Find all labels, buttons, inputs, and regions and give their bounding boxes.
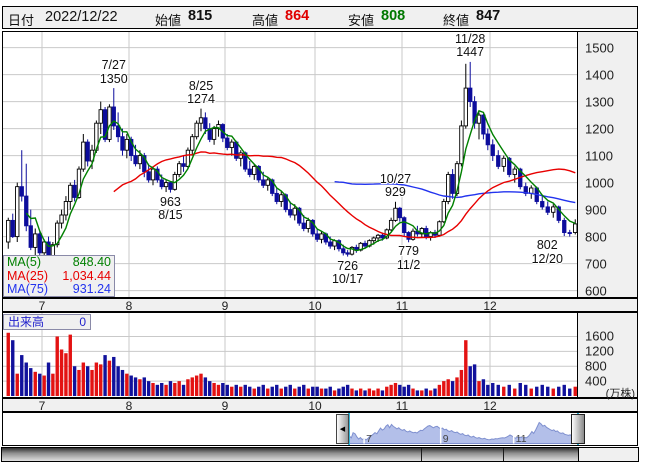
ma5-row: MA(5) 848.40 — [7, 255, 111, 270]
scrollbar-right-filler — [579, 447, 639, 462]
price-tick-label: 1100 — [585, 148, 613, 164]
month-tick-label: 7 — [38, 299, 46, 313]
month-tick-label: 8 — [125, 299, 133, 313]
high-value: 864 — [285, 8, 310, 24]
close-value: 847 — [476, 8, 501, 24]
chart-annotation: 8/25 1274 — [187, 78, 215, 107]
ma75-value: 931.24 — [72, 282, 111, 296]
price-tick-label: 1200 — [585, 121, 614, 137]
month-strip-price — [2, 298, 638, 312]
ma5-value: 848.40 — [72, 255, 111, 269]
navigator-range-start-marker — [348, 413, 350, 445]
volume-chart-frame — [2, 312, 638, 398]
price-chart-frame — [2, 31, 638, 298]
price-tick-label: 900 — [585, 202, 607, 218]
open-value: 815 — [188, 8, 213, 24]
volume-tick-label: 400 — [585, 373, 607, 389]
month-strip-volume — [2, 398, 638, 412]
header-bar — [2, 6, 638, 29]
date-value: 2022/12/22 — [45, 9, 118, 25]
volume-readout-label: 出来高 — [8, 315, 45, 329]
price-tick-label: 700 — [585, 256, 607, 272]
volume-axis-panel — [577, 312, 638, 398]
chart-annotation: 726 10/17 — [331, 258, 364, 287]
month-tick-label: 7 — [38, 399, 46, 413]
month-tick-label: 10 — [308, 399, 322, 413]
price-tick-label: 1000 — [585, 175, 614, 191]
close-label: 終値 — [443, 13, 470, 28]
month-tick-label: 10 — [308, 299, 322, 313]
price-axis-panel — [577, 31, 638, 298]
month-tick-label: 9 — [221, 399, 229, 413]
navigator-month-label: 7 — [366, 433, 372, 445]
low-label: 安値 — [348, 13, 375, 28]
volume-tick-label: 1200 — [585, 343, 614, 359]
navigator-scroll-left-button[interactable]: ◀ — [336, 414, 349, 444]
ma25-value: 1,034.44 — [62, 268, 111, 283]
volume-unit-label: (万株) — [605, 388, 635, 400]
chart-annotation: 802 12/20 — [531, 238, 563, 266]
ma-legend: MA(5) 848.40 MA(25) 1,034.44 MA(75) 931.… — [3, 255, 115, 297]
month-tick-label: 12 — [483, 299, 497, 313]
month-tick-label: 11 — [395, 299, 409, 313]
month-tick-label: 9 — [221, 299, 229, 313]
ma25-row: MA(25) 1,034.44 — [7, 268, 111, 284]
price-axis-divider — [577, 31, 578, 298]
month-tick-label: 12 — [483, 399, 497, 413]
month-tick-label: 11 — [395, 399, 409, 413]
ma25-label: MA(25) — [7, 268, 48, 283]
open-label: 始値 — [155, 13, 182, 28]
volume-axis-divider — [577, 312, 578, 398]
horizontal-scrollbar[interactable] — [1, 447, 579, 462]
month-tick-label: 8 — [125, 399, 133, 413]
navigator-month-label: 9 — [442, 433, 449, 445]
high-label: 高値 — [252, 13, 279, 28]
price-tick-label: 800 — [585, 229, 607, 245]
volume-tick-label: 1600 — [585, 328, 614, 344]
price-tick-label: 1400 — [585, 67, 614, 83]
price-tick-label: 1300 — [585, 94, 614, 110]
ma75-row: MA(75) 931.24 — [7, 282, 111, 297]
navigator-month-label: 11 — [515, 433, 527, 445]
chart-annotation: 963 8/15 — [158, 194, 183, 223]
ma5-label: MA(5) — [7, 255, 42, 269]
navigator-right-drag-handle[interactable] — [571, 414, 585, 444]
volume-readout-value: 0 — [79, 315, 86, 329]
volume-tick-label: 800 — [585, 358, 607, 374]
price-tick-label: 1500 — [585, 40, 614, 56]
left-arrow-icon: ◀ — [339, 426, 346, 433]
chart-annotation: 11/28 1447 — [455, 31, 486, 60]
ma75-label: MA(75) — [7, 282, 48, 296]
scrollbar-divider — [421, 448, 422, 461]
low-value: 808 — [381, 8, 406, 24]
chart-annotation: 10/27 929 — [379, 171, 412, 200]
scrollbar-divider — [503, 448, 504, 461]
chart-annotation: 7/27 1350 — [99, 58, 128, 86]
price-tick-label: 600 — [585, 283, 607, 299]
date-label: 日付 — [8, 13, 35, 28]
chart-annotation: 779 11/2 — [396, 244, 421, 272]
volume-readout-box: 出来高 0 — [3, 314, 91, 330]
